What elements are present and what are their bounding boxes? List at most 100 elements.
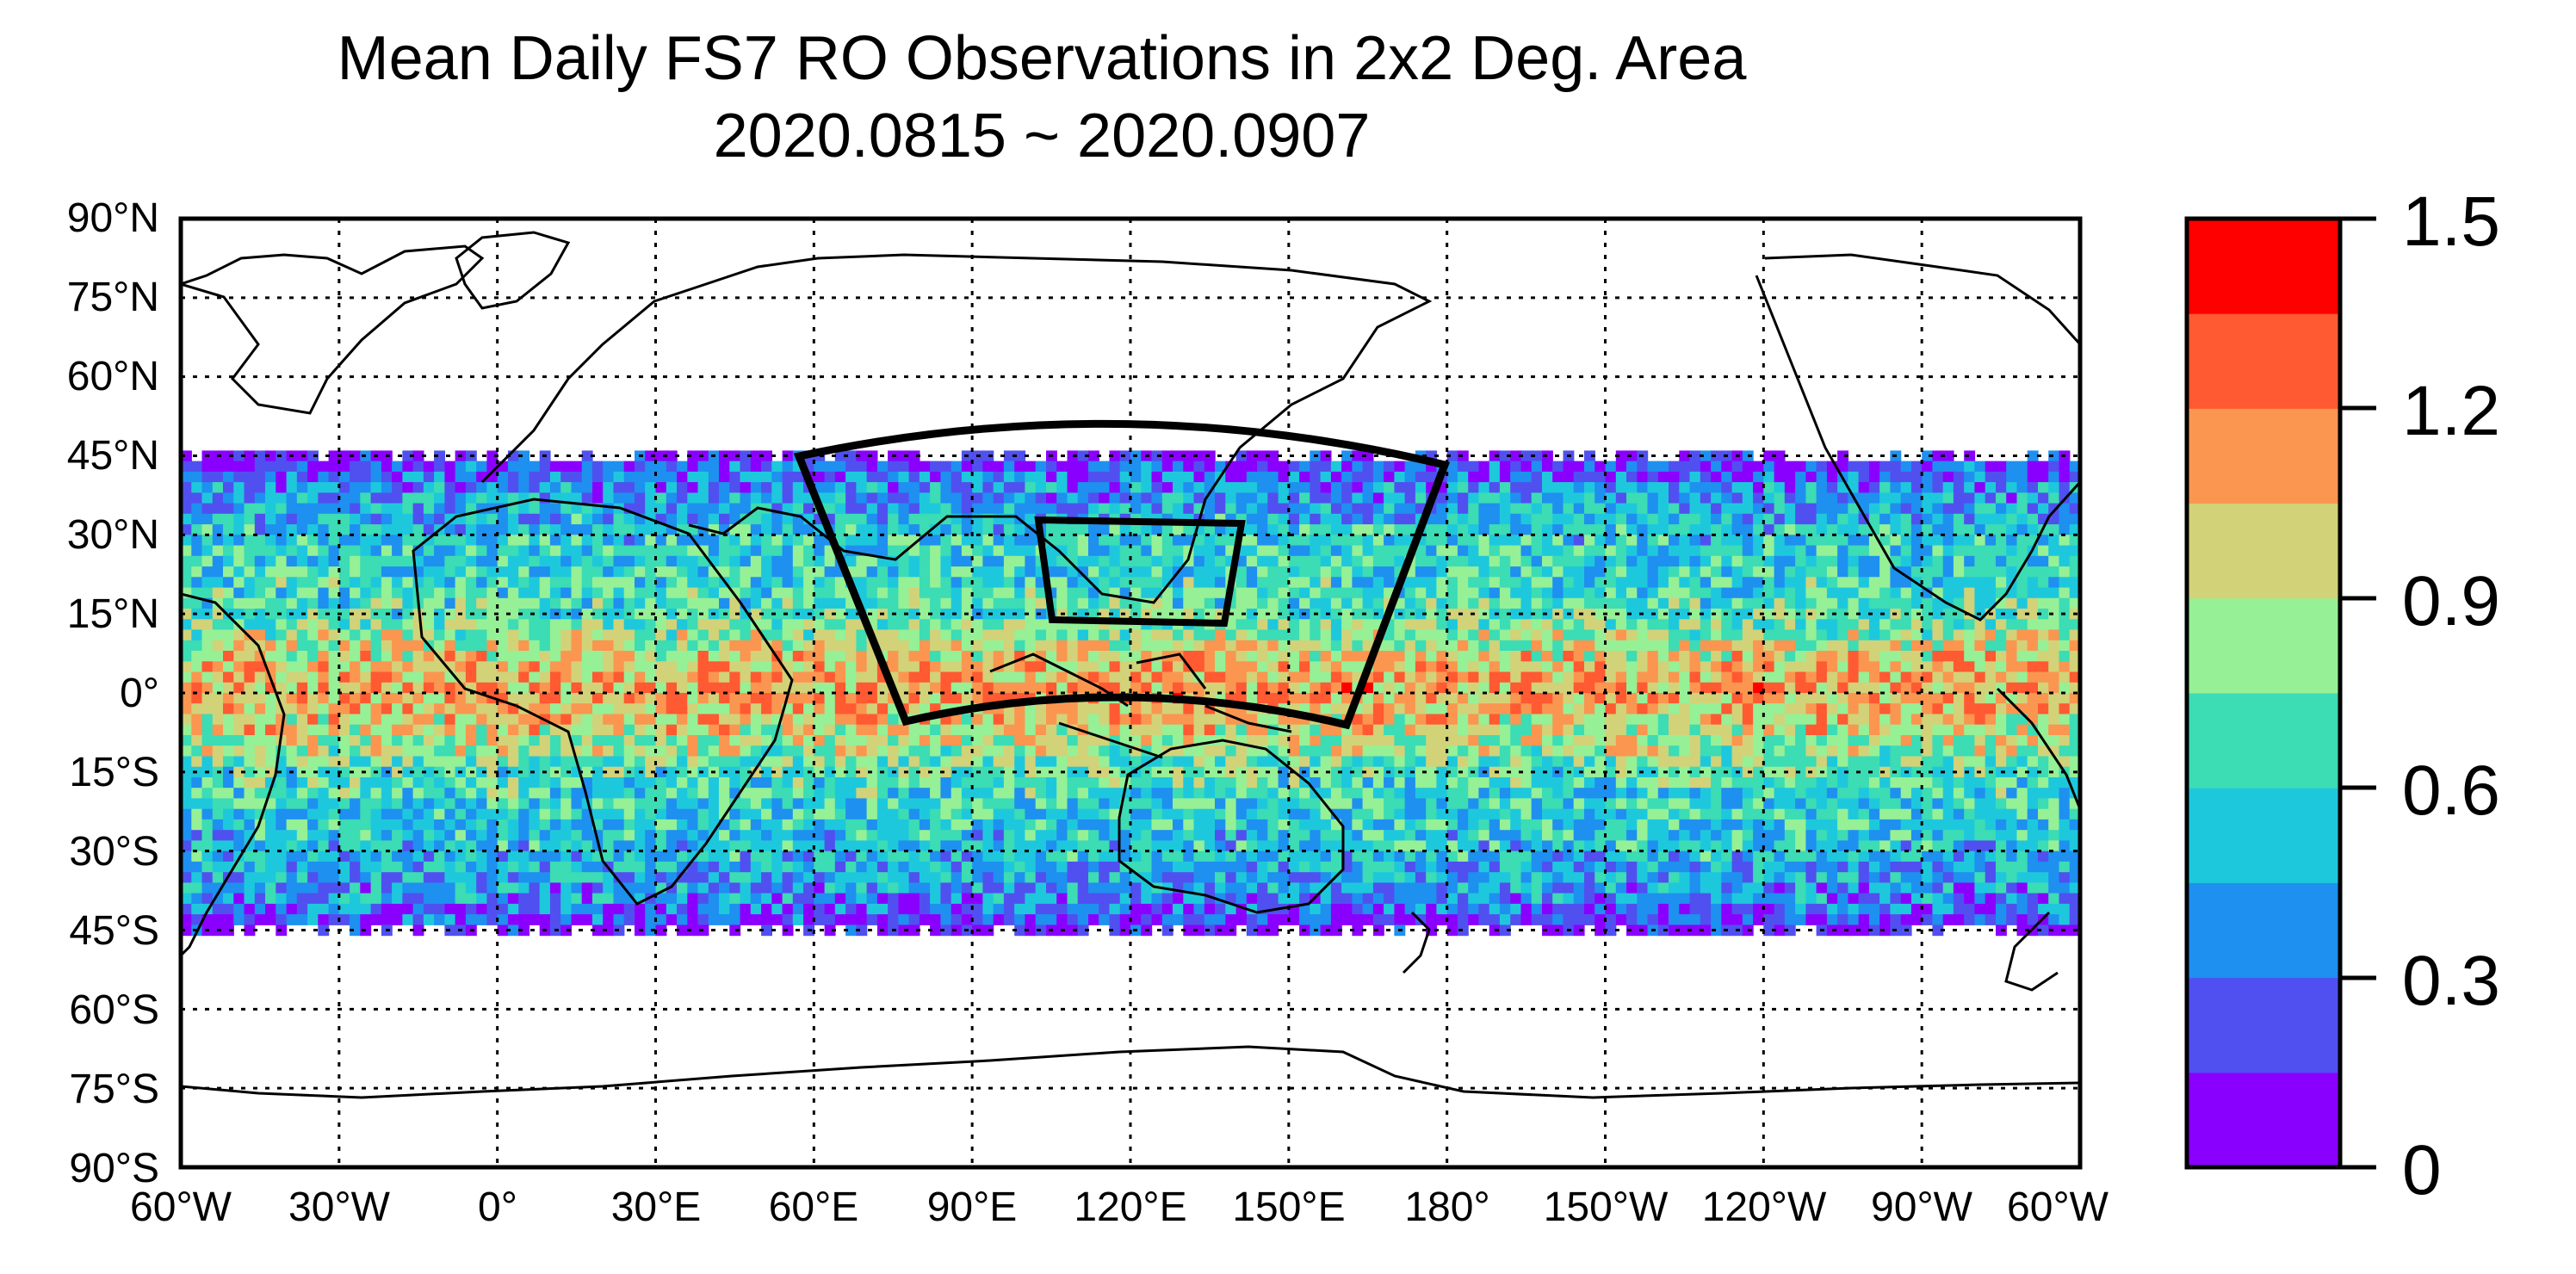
- observation-cell: [824, 619, 836, 631]
- observation-cell: [423, 503, 435, 515]
- observation-cell: [381, 461, 393, 473]
- observation-cell: [1415, 651, 1427, 662]
- observation-cell: [1932, 513, 1944, 525]
- observation-cell: [1341, 619, 1353, 631]
- observation-cell: [1088, 566, 1099, 578]
- observation-cell: [1372, 535, 1384, 547]
- observation-cell: [1446, 640, 1458, 652]
- observation-cell: [1457, 545, 1469, 557]
- observation-cell: [1700, 619, 1712, 631]
- observation-cell: [1161, 629, 1173, 641]
- observation-cell: [1563, 492, 1575, 504]
- observation-cell: [529, 503, 541, 515]
- observation-cell: [1868, 609, 1880, 620]
- observation-cell: [1795, 735, 1806, 746]
- observation-cell: [2048, 671, 2060, 683]
- observation-cell: [1974, 735, 1986, 746]
- observation-cell: [1173, 535, 1184, 547]
- observation-cell: [518, 609, 530, 620]
- observation-cell: [1742, 482, 1754, 493]
- observation-cell: [2016, 671, 2028, 683]
- observation-cell: [1900, 555, 1912, 567]
- observation-cell: [233, 482, 245, 493]
- observation-cell: [1711, 513, 1722, 525]
- observation-cell: [1288, 535, 1300, 547]
- observation-cell: [1552, 524, 1564, 535]
- observation-cell: [1964, 735, 1976, 746]
- observation-cell: [1573, 651, 1585, 662]
- observation-cell: [645, 577, 657, 589]
- observation-cell: [1204, 629, 1216, 641]
- observation-cell: [1267, 597, 1279, 609]
- observation-cell: [1816, 461, 1828, 473]
- observation-cell: [370, 587, 382, 599]
- observation-cell: [908, 482, 920, 493]
- observation-cell: [1721, 703, 1733, 714]
- observation-cell: [1542, 703, 1553, 714]
- observation-cell: [719, 513, 730, 525]
- observation-cell: [1246, 609, 1258, 620]
- observation-cell: [1689, 724, 1701, 736]
- observation-cell: [613, 492, 625, 504]
- observation-cell: [1763, 471, 1775, 483]
- observation-cell: [1563, 566, 1575, 578]
- observation-cell: [1974, 724, 1986, 736]
- observation-cell: [1436, 555, 1448, 567]
- observation-cell: [1753, 471, 1764, 483]
- observation-cell: [697, 482, 709, 493]
- observation-cell: [1415, 724, 1427, 736]
- observation-cell: [392, 566, 403, 578]
- observation-cell: [1215, 555, 1226, 567]
- observation-cell: [1478, 619, 1490, 631]
- observation-cell: [1922, 461, 1934, 473]
- observation-cell: [1299, 597, 1310, 609]
- observation-cell: [814, 671, 826, 683]
- observation-cell: [1426, 693, 1438, 704]
- observation-cell: [465, 671, 477, 683]
- observation-cell: [1879, 513, 1891, 525]
- observation-cell: [898, 619, 910, 631]
- observation-cell: [961, 471, 973, 483]
- observation-cell: [982, 587, 994, 599]
- observation-cell: [223, 471, 234, 483]
- observation-cell: [1922, 724, 1934, 736]
- observation-cell: [1795, 503, 1806, 515]
- observation-cell: [1003, 671, 1015, 683]
- observation-cell: [1774, 651, 1786, 662]
- observation-cell: [1077, 566, 1089, 578]
- observation-cell: [1922, 735, 1934, 746]
- observation-cell: [434, 461, 445, 473]
- observation-cell: [350, 693, 361, 704]
- observation-cell: [834, 714, 846, 726]
- observation-cell: [350, 609, 361, 620]
- observation-cell: [655, 503, 667, 515]
- observation-cell: [1626, 735, 1638, 746]
- observation-cell: [181, 503, 192, 515]
- observation-cell: [645, 566, 657, 578]
- observation-cell: [930, 461, 941, 473]
- observation-cell: [1615, 640, 1627, 652]
- observation-cell: [1436, 513, 1448, 525]
- observation-cell: [1595, 503, 1607, 515]
- observation-cell: [1130, 661, 1142, 673]
- observation-cell: [1257, 471, 1268, 483]
- observation-cell: [666, 609, 678, 620]
- observation-cell: [1763, 513, 1775, 525]
- observation-cell: [677, 651, 688, 662]
- observation-cell: [434, 735, 445, 746]
- observation-cell: [792, 587, 804, 599]
- observation-cell: [1669, 471, 1680, 483]
- observation-cell: [1742, 577, 1754, 589]
- observation-cell: [635, 619, 646, 631]
- observation-cell: [623, 661, 635, 673]
- observation-cell: [1141, 735, 1153, 746]
- observation-cell: [1985, 555, 1997, 567]
- observation-cell: [2027, 609, 2039, 620]
- observation-cell: [318, 461, 330, 473]
- observation-cell: [233, 703, 245, 714]
- observation-cell: [697, 714, 709, 726]
- observation-cell: [1848, 714, 1860, 726]
- observation-cell: [223, 661, 234, 673]
- observation-cell: [455, 555, 467, 567]
- observation-cell: [265, 587, 276, 599]
